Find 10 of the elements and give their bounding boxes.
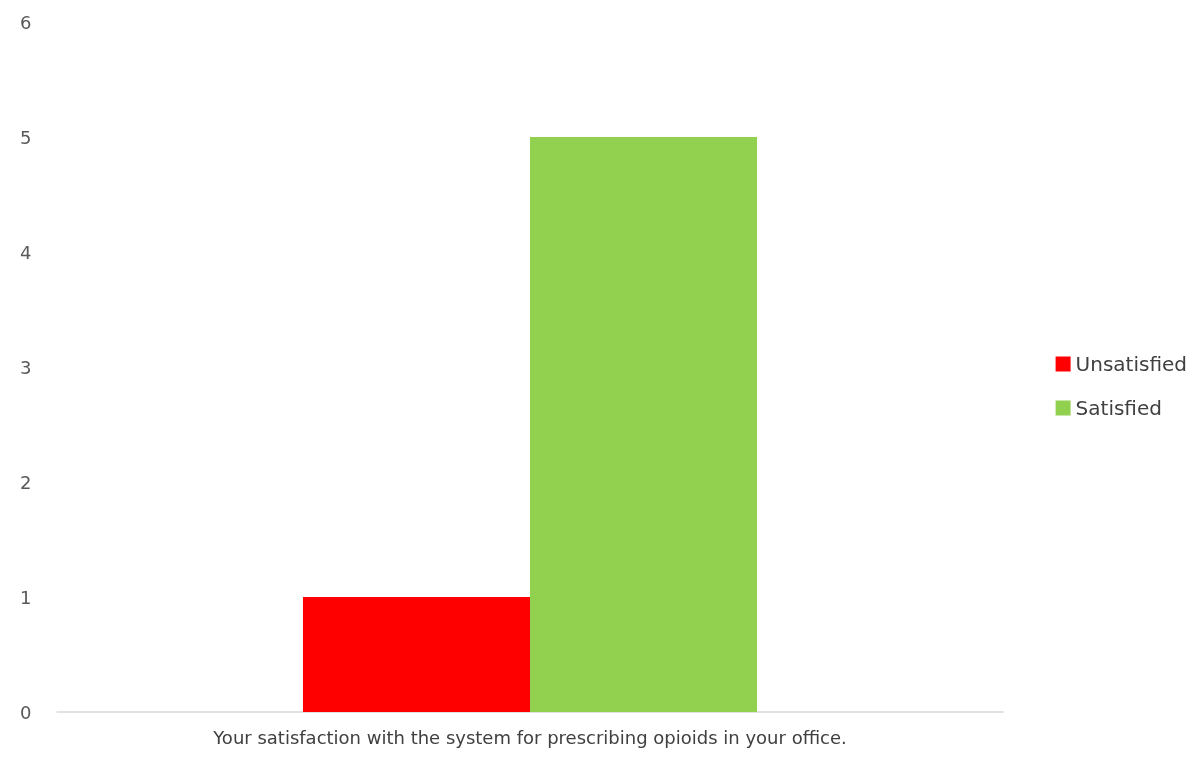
- x-tick-label: Your satisfaction with the system for prescribing opioids in your office.: [212, 726, 847, 748]
- y-tick-label: 3: [20, 356, 32, 378]
- legend-label: Unsatisfied: [1075, 352, 1187, 376]
- legend-label: Satisfied: [1075, 396, 1162, 420]
- y-tick-label: 1: [20, 586, 32, 608]
- y-tick-label: 0: [20, 701, 32, 723]
- y-tick-label: 6: [20, 11, 32, 33]
- y-tick-label: 2: [20, 471, 32, 493]
- y-tick-label: 5: [20, 126, 32, 148]
- y-tick-label: 4: [20, 241, 32, 263]
